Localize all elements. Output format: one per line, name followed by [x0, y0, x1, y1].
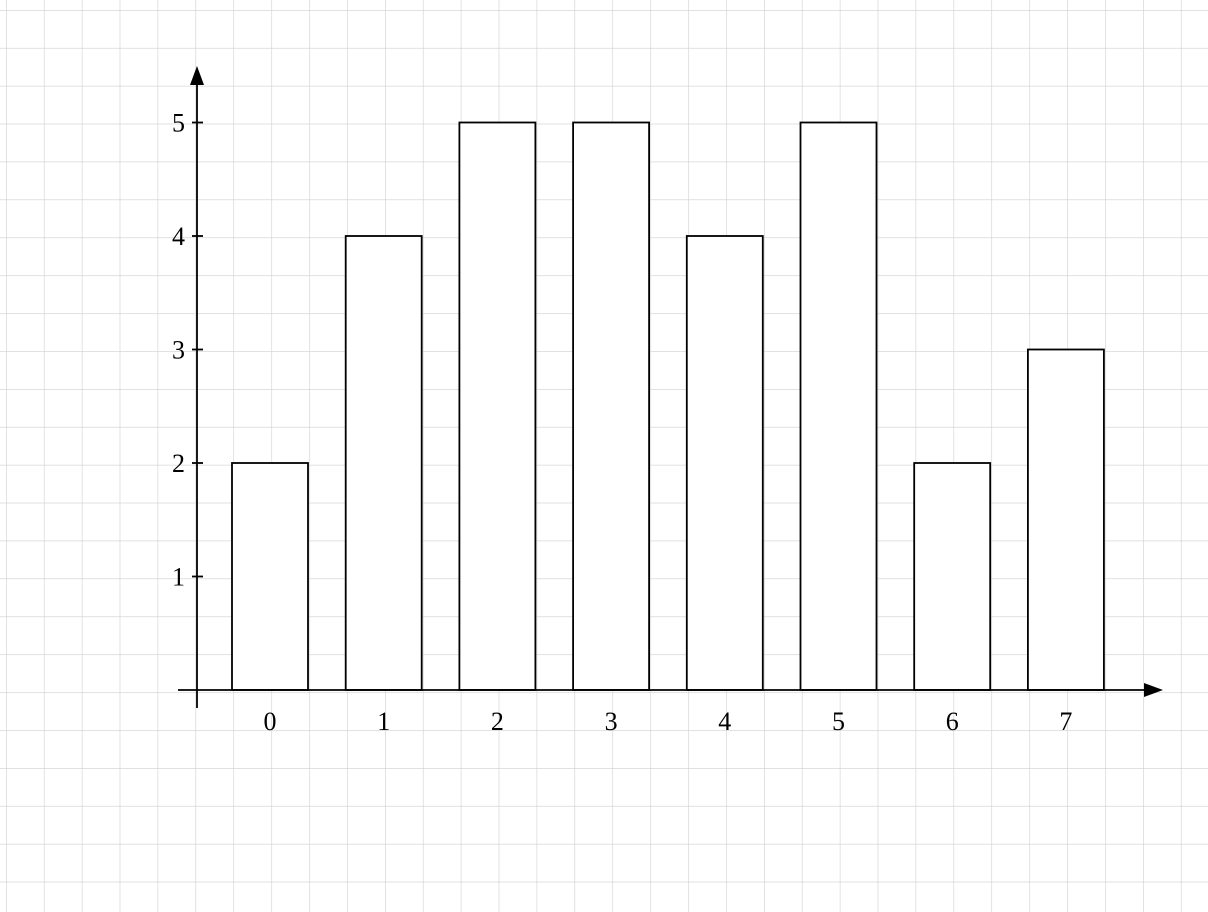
- y-tick-label: 2: [172, 449, 185, 478]
- bars-layer: [231, 121, 1105, 691]
- bar-0: [231, 462, 309, 691]
- bar-1: [344, 235, 423, 691]
- x-tick-label: 5: [832, 707, 845, 736]
- x-labels-layer: 0 1 2 3 4 5 6 7: [264, 707, 1073, 736]
- bar-7: [1027, 348, 1105, 691]
- x-tick-label: 7: [1059, 707, 1072, 736]
- x-axis: [178, 683, 1163, 697]
- x-tick-label: 6: [946, 707, 959, 736]
- y-tick-label: 4: [172, 222, 185, 251]
- bar-6: [913, 462, 992, 691]
- x-tick-label: 3: [605, 707, 618, 736]
- x-tick-label: 4: [718, 707, 731, 736]
- x-tick-label: 0: [264, 707, 277, 736]
- y-tick-label: 5: [172, 109, 185, 138]
- x-tick-label: 1: [377, 707, 390, 736]
- y-ticks-layer: 1 2 3 4 5: [172, 109, 203, 592]
- y-axis: [190, 66, 204, 708]
- bar-4: [685, 235, 764, 691]
- bar-2: [458, 121, 537, 691]
- bar-3: [572, 121, 650, 691]
- y-tick-label: 3: [172, 336, 185, 365]
- y-tick-label: 1: [172, 563, 185, 592]
- bar-5: [799, 121, 878, 691]
- y-axis-arrow: [190, 66, 204, 85]
- x-axis-arrow: [1144, 683, 1163, 697]
- x-tick-label: 2: [491, 707, 504, 736]
